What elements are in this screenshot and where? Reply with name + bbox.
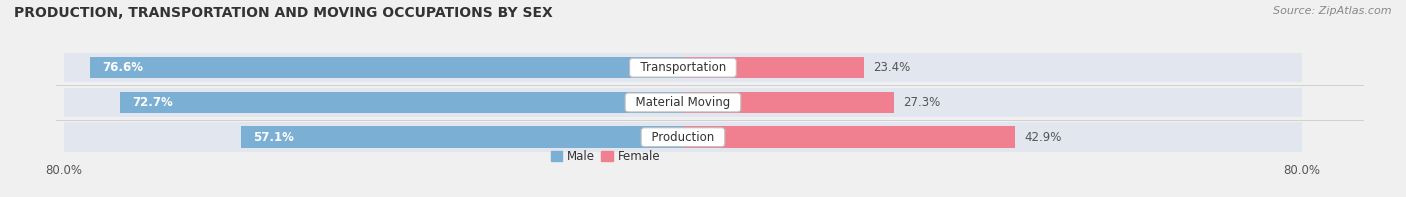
Bar [683,57,865,78]
Text: Material Moving: Material Moving [628,96,738,109]
Text: PRODUCTION, TRANSPORTATION AND MOVING OCCUPATIONS BY SEX: PRODUCTION, TRANSPORTATION AND MOVING OC… [14,6,553,20]
Text: Production: Production [644,131,721,144]
Text: Source: ZipAtlas.com: Source: ZipAtlas.com [1274,6,1392,16]
Bar [121,92,683,113]
Text: 42.9%: 42.9% [1024,131,1062,144]
Text: 72.7%: 72.7% [132,96,173,109]
Text: 76.6%: 76.6% [101,61,143,74]
Bar [65,88,1302,117]
Text: 57.1%: 57.1% [253,131,294,144]
Bar [242,126,683,148]
Bar [683,92,894,113]
Text: 27.3%: 27.3% [904,96,941,109]
Legend: Male, Female: Male, Female [548,147,662,165]
Bar [683,126,1015,148]
Bar [65,122,1302,152]
Text: 23.4%: 23.4% [873,61,911,74]
Text: Transportation: Transportation [633,61,734,74]
Bar [65,53,1302,83]
Bar [90,57,683,78]
